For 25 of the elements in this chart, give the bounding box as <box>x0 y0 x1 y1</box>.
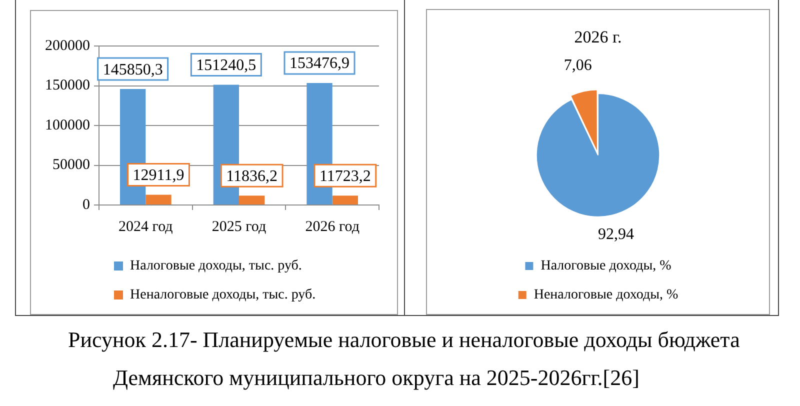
data-label: 153476,9 <box>290 55 350 72</box>
x-tick-label: 2026 год <box>305 218 360 235</box>
x-tick-label: 2025 год <box>212 218 266 235</box>
data-label: 151240,5 <box>196 56 256 74</box>
legend-label: Неналоговые доходы, % <box>534 288 678 303</box>
data-label: 12911,9 <box>132 166 184 184</box>
legend-label: Налоговые доходы, тыс. руб. <box>130 258 302 274</box>
data-label: 11836,2 <box>226 168 278 185</box>
data-label: 7,06 <box>564 57 592 74</box>
bar <box>239 196 265 204</box>
data-label: 145850,3 <box>102 61 163 78</box>
data-label: 92,94 <box>598 226 634 244</box>
y-tick-label: 50000 <box>52 157 90 174</box>
legend-label: Неналоговые доходы, тыс. руб. <box>130 288 316 303</box>
legend-label: Налоговые доходы, % <box>540 258 672 274</box>
y-tick-label: 200000 <box>45 38 90 54</box>
bar <box>146 194 172 204</box>
chart-title: 2026 г. <box>574 28 622 47</box>
text: Рисунок 2.17- Планируемые налоговые и неналоговые доходы бюджета Демянского муниципального округа на 2025-2026гг.[26] <box>68 326 741 392</box>
y-tick-label: 0 <box>82 196 90 213</box>
bar <box>332 196 358 204</box>
x-tick-label: 2024 год <box>118 218 174 235</box>
y-tick-label: 150000 <box>45 78 90 94</box>
y-tick-label: 100000 <box>45 117 90 134</box>
data-label: 11723,2 <box>319 168 371 185</box>
